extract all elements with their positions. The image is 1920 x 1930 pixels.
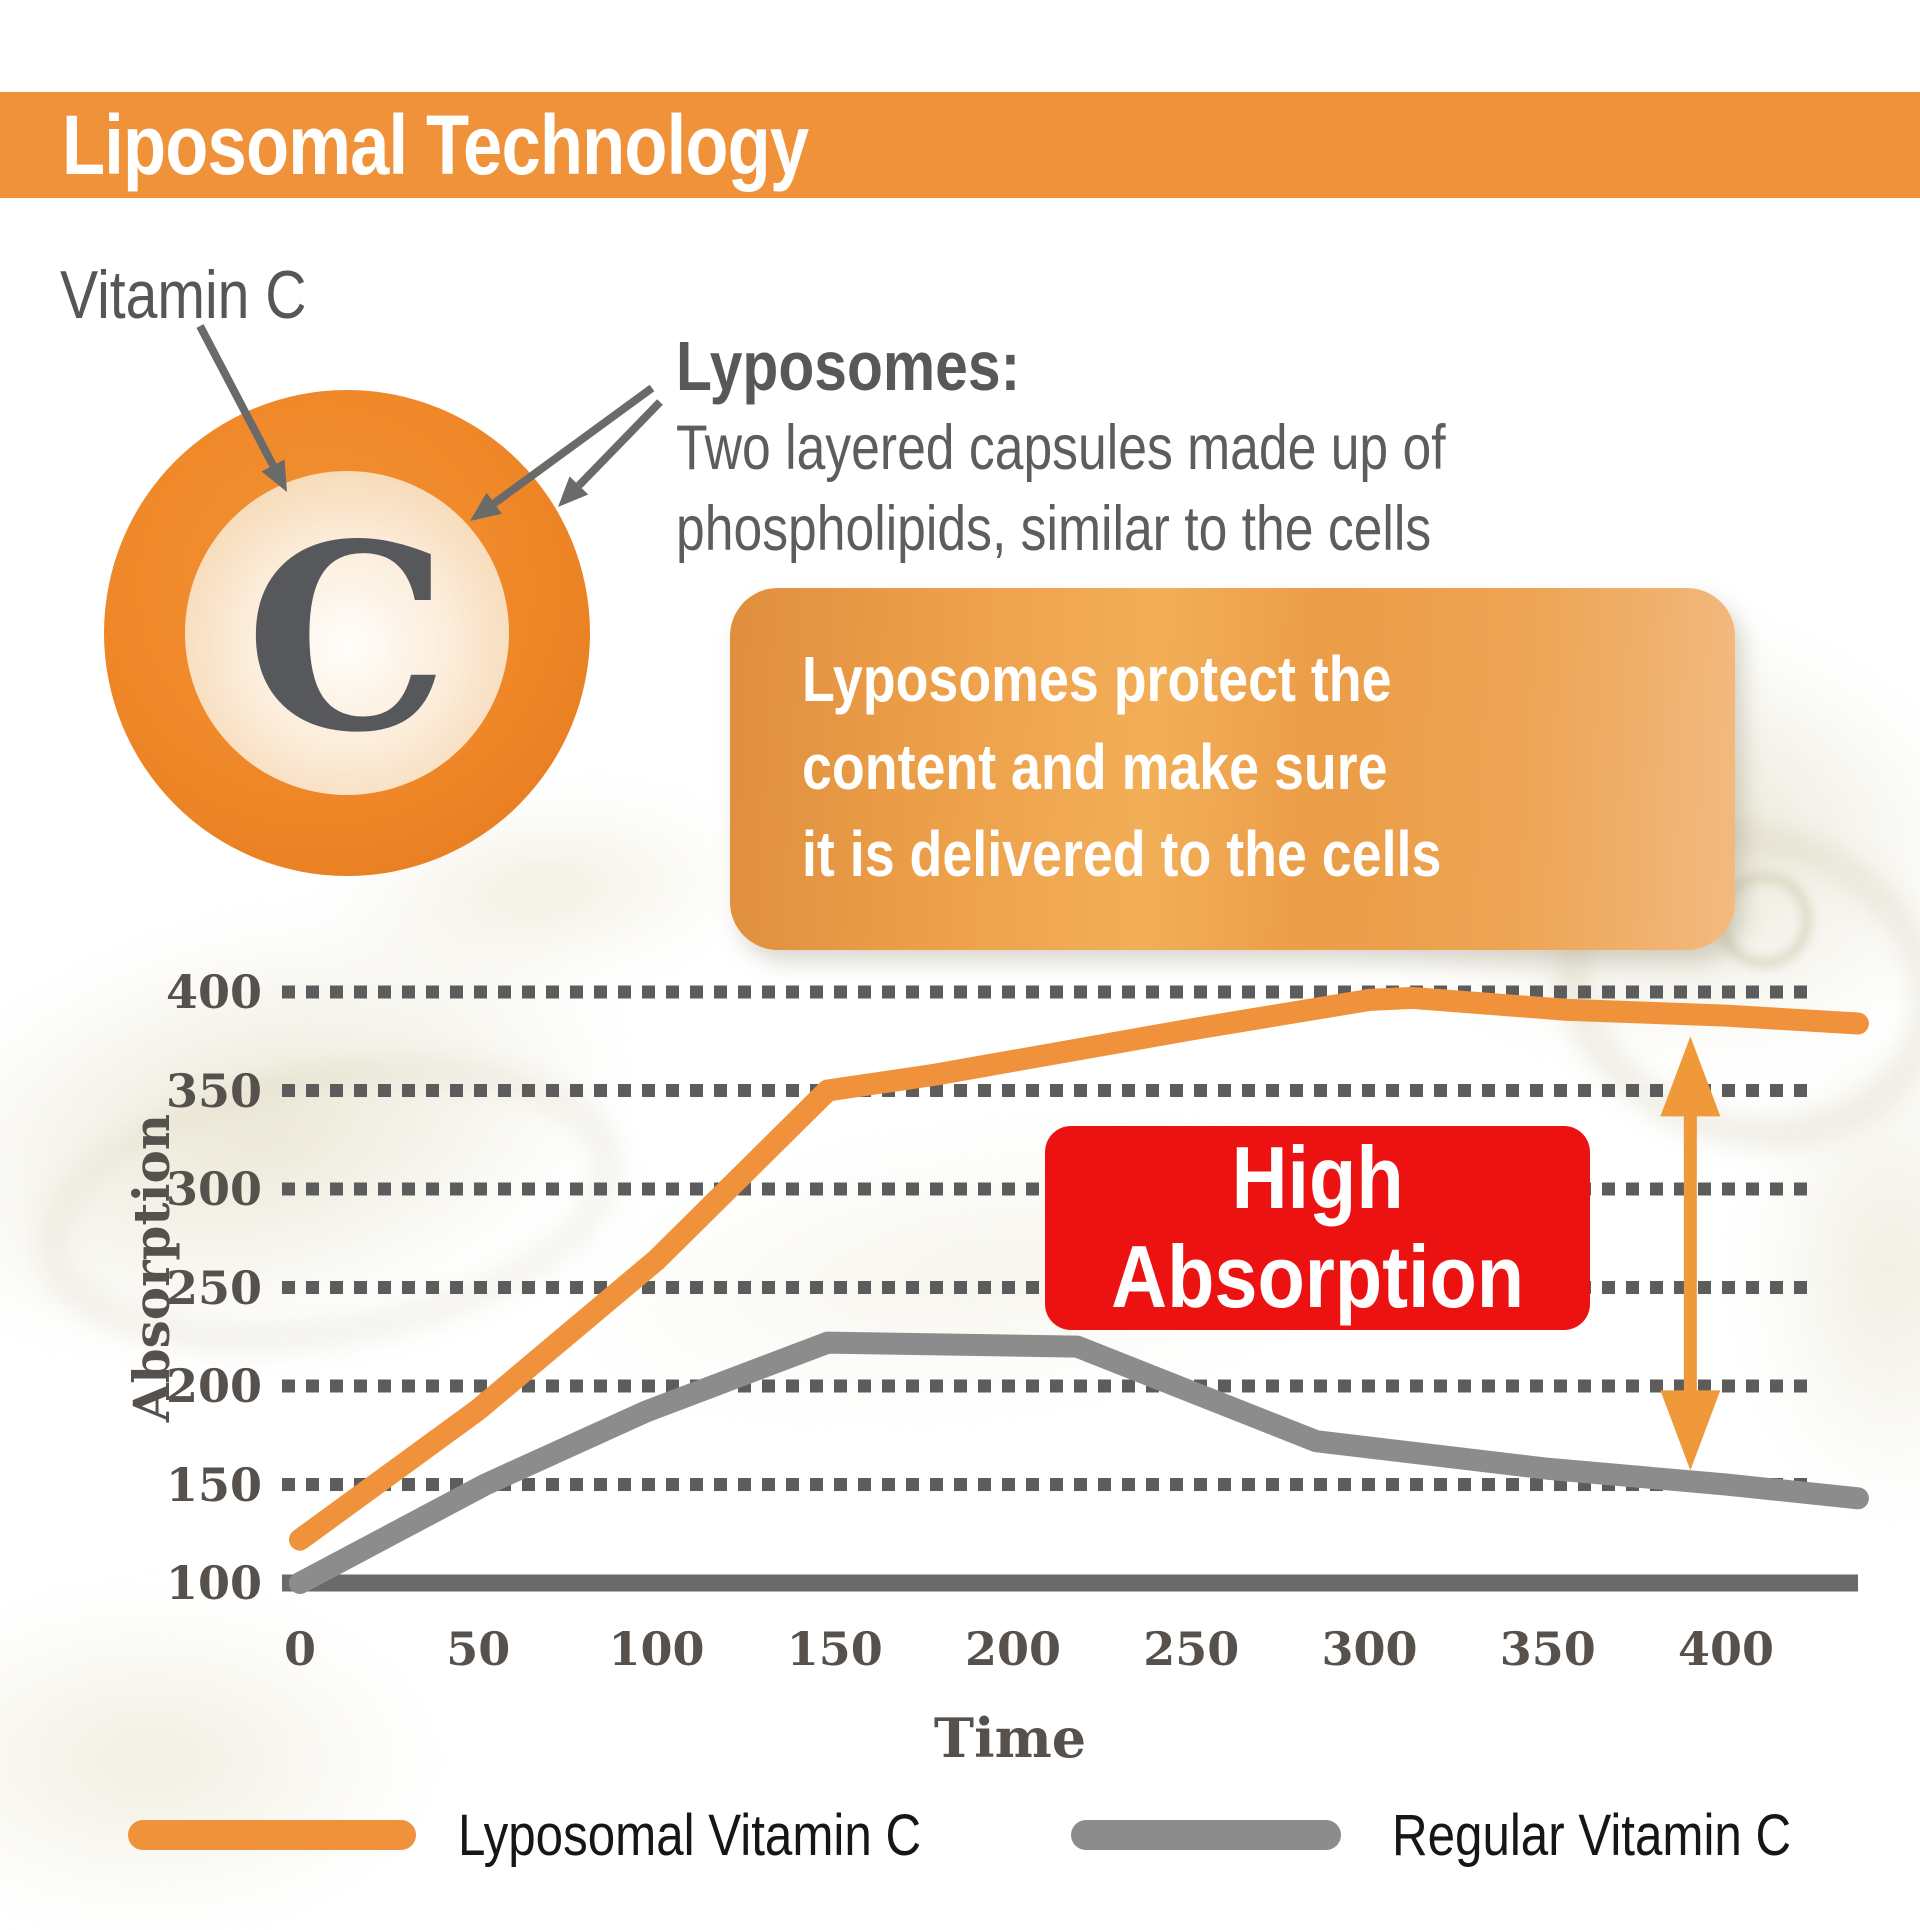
- liposomes-description-line: phospholipids, similar to the cells: [676, 493, 1432, 564]
- liposomes-description-line: Two layered capsules made up of: [676, 413, 1446, 483]
- vitamin-c-letter: C: [245, 489, 449, 789]
- liposomes-description: Two layered capsules made up of phosphol…: [676, 408, 1446, 569]
- x-tick-label-300: 300: [1321, 1622, 1418, 1676]
- x-tick-label-100: 100: [608, 1622, 705, 1676]
- x-tick-label-200: 200: [964, 1622, 1062, 1676]
- liposome-capsule-inner-layer: C: [185, 471, 509, 795]
- badge-line: Absorption: [1111, 1227, 1524, 1326]
- page-title: Liposomal Technology: [62, 98, 809, 192]
- x-tick-label-400: 400: [1677, 1622, 1775, 1676]
- high-absorption-badge-text: High Absorption: [1111, 1129, 1524, 1326]
- liposomes-heading: Lyposomes:: [676, 327, 1021, 405]
- badge-line: High: [1231, 1128, 1404, 1228]
- series-regular-vitamin-c: [289, 1331, 1869, 1594]
- liposome-arrow-inner: [576, 399, 663, 489]
- vitamin-c-arrow-head: [261, 459, 287, 492]
- x-tick-label-150: 150: [786, 1622, 883, 1676]
- x-axis-title: Time: [933, 1706, 1087, 1770]
- vitamin-c-arrow: [196, 324, 277, 468]
- legend-label-regular: Regular Vitamin C: [1392, 1803, 1792, 1868]
- legend-label-lyposomal: Lyposomal Vitamin C: [458, 1803, 922, 1868]
- range-arrow-down-head: [1660, 1390, 1721, 1471]
- vitamin-c-label: Vitamin C: [60, 257, 307, 333]
- y-tick-label-150: 150: [165, 1457, 262, 1512]
- legend-swatch-regular: [1071, 1820, 1341, 1850]
- header-bar: Liposomal Technology: [0, 92, 1920, 198]
- x-tick-label-250: 250: [1143, 1622, 1240, 1676]
- range-arrow-up-head: [1660, 1036, 1721, 1117]
- liposome-arrow-inner-head: [558, 476, 589, 507]
- x-tick-label-50: 50: [446, 1622, 511, 1676]
- high-absorption-badge: High Absorption: [1045, 1126, 1590, 1330]
- liposome-arrow-outer-head: [470, 492, 502, 521]
- liposome-arrow-outer: [491, 384, 655, 507]
- x-tick-label-350: 350: [1499, 1622, 1596, 1676]
